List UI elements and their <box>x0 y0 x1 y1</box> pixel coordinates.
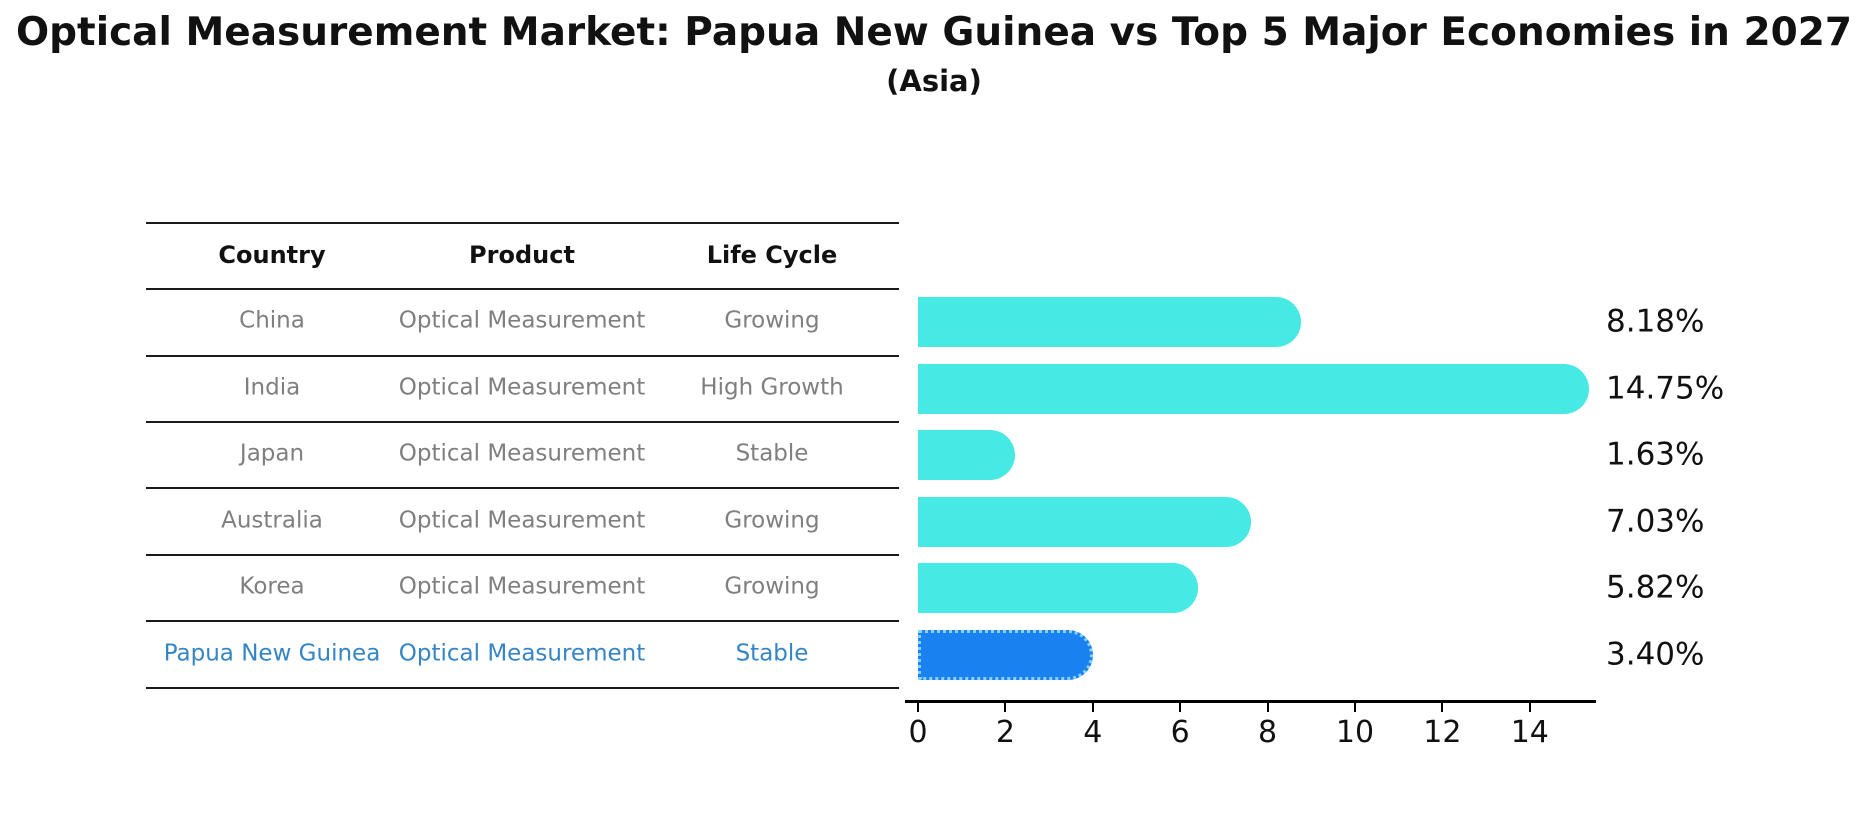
x-axis-tick <box>917 703 919 712</box>
x-axis-tick <box>1179 703 1182 712</box>
table-cell-country: Japan <box>239 440 305 467</box>
value-label-australia: 7.03% <box>1606 503 1705 540</box>
value-label-japan: 1.63% <box>1606 436 1705 473</box>
table-cell-life-cycle: Stable <box>735 440 809 467</box>
table-rule <box>146 620 899 623</box>
table-cell-country: India <box>243 374 301 401</box>
x-axis-tick <box>1266 703 1269 712</box>
x-axis-tick <box>1528 703 1531 712</box>
bar-india <box>918 363 1589 414</box>
table-cell-product: Optical Measurement <box>398 573 646 600</box>
table-cell-country: Australia <box>221 507 323 534</box>
x-axis-tick <box>1091 703 1094 712</box>
table-cell-life-cycle: Growing <box>724 573 820 600</box>
value-label-china: 8.18% <box>1606 303 1705 340</box>
table-cell-country: China <box>239 307 305 334</box>
x-axis-line <box>905 700 1596 703</box>
value-label-india: 14.75% <box>1606 370 1725 407</box>
x-axis-tick-label: 14 <box>1510 715 1549 750</box>
x-axis-tick-label: 4 <box>1083 715 1103 750</box>
x-axis-tick-label: 12 <box>1423 715 1462 750</box>
x-axis-tick-label: 2 <box>995 715 1015 750</box>
table-header-life-cycle: Life Cycle <box>706 240 838 269</box>
x-axis-tick-label: 6 <box>1170 715 1190 750</box>
value-label-korea: 5.82% <box>1606 569 1705 606</box>
bar-korea <box>918 563 1199 614</box>
table-cell-country: Papua New Guinea <box>163 640 381 667</box>
table-rule <box>146 288 899 291</box>
x-axis-tick <box>1354 703 1356 712</box>
table-cell-product: Optical Measurement <box>398 507 646 534</box>
table-header-country: Country <box>218 240 326 269</box>
table-rule <box>146 421 899 424</box>
table-header-product: Product <box>469 240 575 269</box>
table-cell-product: Optical Measurement <box>398 440 646 467</box>
table-rule <box>146 221 899 224</box>
bar-china <box>918 297 1302 348</box>
x-axis-tick-label: 0 <box>908 715 928 750</box>
table-cell-life-cycle: Growing <box>724 507 820 534</box>
table-cell-product: Optical Measurement <box>398 374 646 401</box>
x-axis-tick <box>1004 703 1007 712</box>
chart-subtitle: (Asia) <box>886 64 982 98</box>
table-cell-product: Optical Measurement <box>398 307 646 334</box>
bar-papua-new-guinea <box>918 629 1093 680</box>
table-cell-country: Korea <box>239 573 305 600</box>
table-cell-life-cycle: Growing <box>724 307 820 334</box>
x-axis-tick-label: 10 <box>1335 715 1375 750</box>
table-cell-life-cycle: High Growth <box>700 374 844 401</box>
x-axis-tick-label: 8 <box>1258 715 1278 750</box>
table-rule <box>146 553 899 556</box>
table-rule <box>146 686 899 689</box>
table-rule <box>146 354 899 357</box>
chart-title: Optical Measurement Market: Papua New Gu… <box>15 10 1853 55</box>
table-cell-product: Optical Measurement <box>398 640 646 667</box>
bar-japan <box>918 430 1016 481</box>
table-cell-life-cycle: Stable <box>735 640 809 667</box>
table-rule <box>146 487 899 490</box>
bar-australia <box>918 496 1252 547</box>
x-axis-tick <box>1441 703 1444 712</box>
value-label-papua-new-guinea: 3.40% <box>1606 636 1705 673</box>
